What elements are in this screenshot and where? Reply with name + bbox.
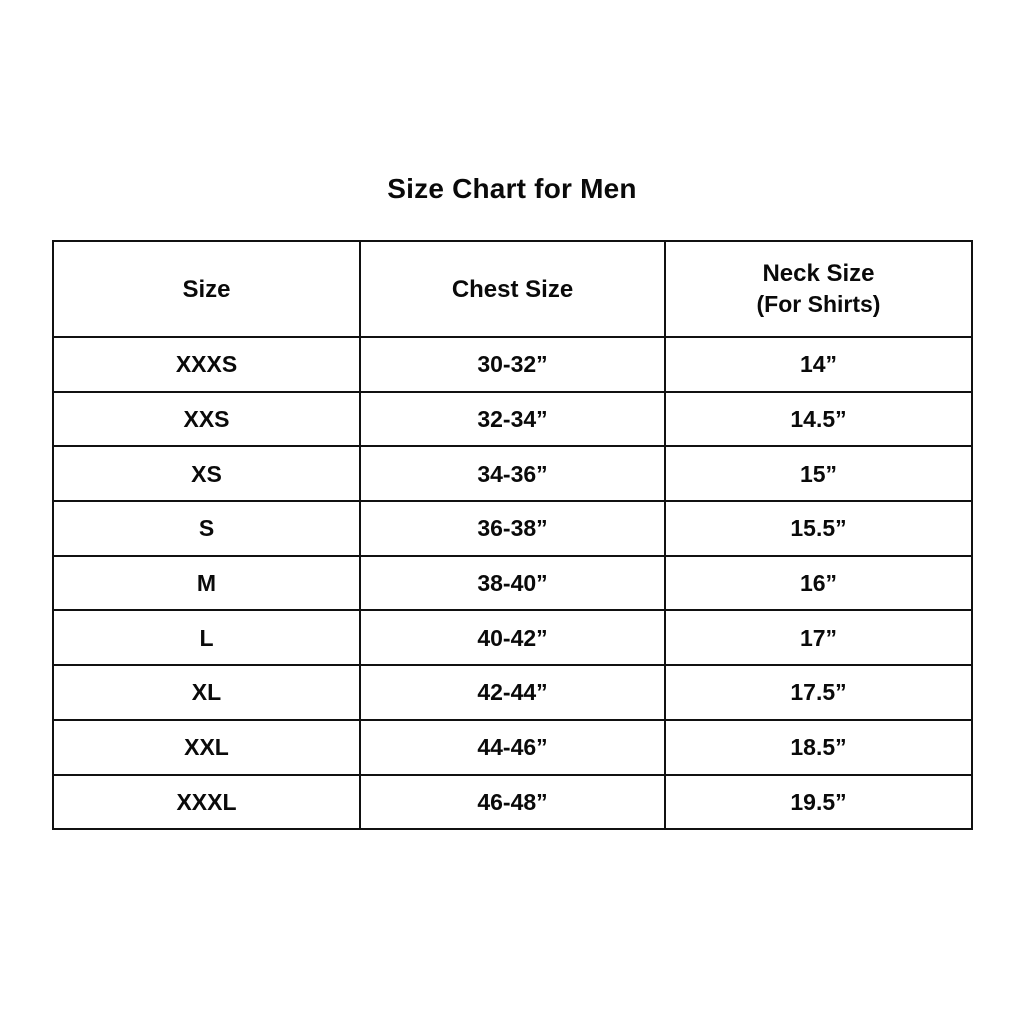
cell-size: XXS xyxy=(52,390,361,448)
size-chart-table-container: Size Chest Size Neck Size (For Shirts) X… xyxy=(52,240,973,831)
cell-size: XXL xyxy=(52,718,361,776)
cell-size: XXXL xyxy=(52,773,361,831)
table-row: S 36-38” 15.5” xyxy=(52,500,973,557)
table-header: Size Chest Size Neck Size (For Shirts) xyxy=(52,240,973,338)
column-header-chest-size: Chest Size xyxy=(359,240,666,338)
cell-chest-size: 34-36” xyxy=(359,445,666,503)
cell-size: S xyxy=(52,500,361,557)
cell-neck-size: 14” xyxy=(664,336,973,393)
table-header-row: Size Chest Size Neck Size (For Shirts) xyxy=(52,240,973,338)
table-row: XS 34-36” 15” xyxy=(52,445,973,503)
cell-neck-size: 14.5” xyxy=(664,390,973,448)
column-header-neck-size-label: Neck Size xyxy=(762,260,875,287)
cell-chest-size: 46-48” xyxy=(359,773,666,831)
size-chart-table: Size Chest Size Neck Size (For Shirts) X… xyxy=(52,240,973,831)
cell-chest-size: 32-34” xyxy=(359,390,666,448)
cell-neck-size: 18.5” xyxy=(664,718,973,776)
cell-size: XXXS xyxy=(52,336,361,393)
cell-neck-size: 17.5” xyxy=(664,664,973,721)
table-row: XXL 44-46” 18.5” xyxy=(52,718,973,776)
table-row: XL 42-44” 17.5” xyxy=(52,664,973,721)
cell-size: L xyxy=(52,609,361,667)
column-header-chest-size-label: Chest Size xyxy=(451,275,574,303)
table-row: XXXS 30-32” 14” xyxy=(52,336,973,393)
table-row: XXS 32-34” 14.5” xyxy=(52,390,973,448)
column-header-neck-size-sublabel: (For Shirts) xyxy=(756,291,881,317)
table-row: M 38-40” 16” xyxy=(52,554,973,612)
cell-size: M xyxy=(52,554,361,612)
cell-neck-size: 19.5” xyxy=(664,773,973,831)
cell-size: XS xyxy=(52,445,361,503)
cell-chest-size: 36-38” xyxy=(359,500,666,557)
cell-chest-size: 30-32” xyxy=(359,336,666,393)
column-header-neck-size: Neck Size (For Shirts) xyxy=(664,240,973,338)
column-header-size: Size xyxy=(52,240,361,338)
table-row: XXXL 46-48” 19.5” xyxy=(52,773,973,831)
cell-chest-size: 38-40” xyxy=(359,554,666,612)
column-header-size-label: Size xyxy=(182,275,231,303)
cell-neck-size: 15.5” xyxy=(664,500,973,557)
table-body: XXXS 30-32” 14” XXS 32-34” 14.5” XS 34-3… xyxy=(52,336,973,831)
cell-size: XL xyxy=(52,664,361,721)
table-row: L 40-42” 17” xyxy=(52,609,973,667)
page-title: Size Chart for Men xyxy=(387,173,637,204)
cell-neck-size: 15” xyxy=(664,445,973,503)
cell-neck-size: 17” xyxy=(664,609,973,667)
cell-chest-size: 40-42” xyxy=(359,609,666,667)
cell-chest-size: 44-46” xyxy=(359,718,666,776)
cell-chest-size: 42-44” xyxy=(359,664,666,721)
cell-neck-size: 16” xyxy=(664,554,973,612)
